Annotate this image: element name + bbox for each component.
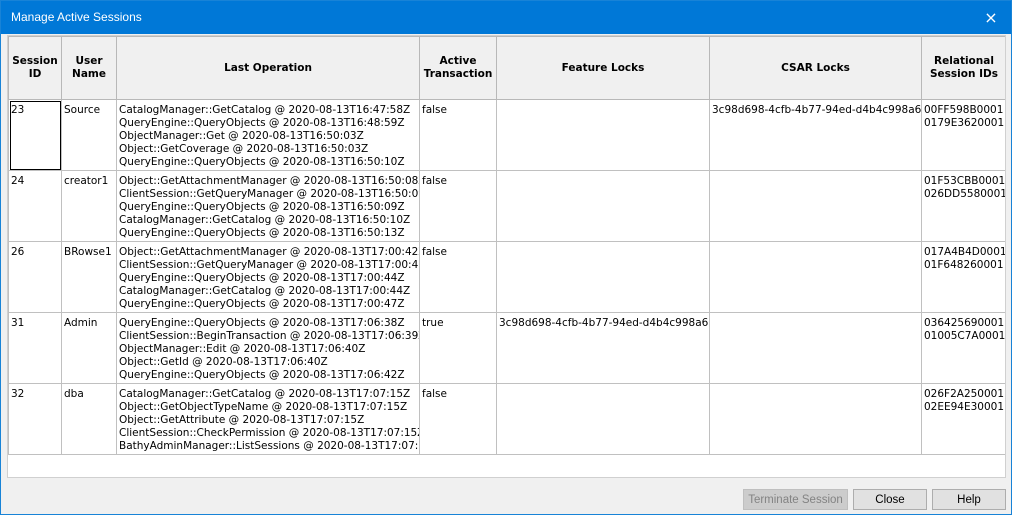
cell-relational-session-ids-line: 01F648260001 — [924, 259, 1004, 271]
header-last-operation[interactable]: Last Operation — [116, 36, 420, 100]
cell-feature-locks[interactable]: 3c98d698-4cfb-4b77-94ed-d4b4c998a628 — [496, 312, 710, 384]
cell-last-operation-line: CatalogManager::GetCatalog @ 2020-08-13T… — [119, 214, 411, 226]
cell-active-transaction[interactable]: false — [419, 99, 497, 171]
help-button[interactable]: Help — [932, 489, 1006, 510]
cell-last-operation-line: Object::GetCoverage @ 2020-08-13T16:50:0… — [119, 143, 369, 155]
cell-relational-session-ids[interactable]: 01F53CBB0001 026DD5580001 — [921, 170, 1006, 242]
cell-last-operation-line: ClientSession::GetQueryManager @ 2020-08… — [119, 259, 420, 271]
cell-csar-locks[interactable]: 3c98d698-4cfb-4b77-94ed-d4b4c998a628 — [709, 99, 922, 171]
cell-last-operation-line: ObjectManager::Edit @ 2020-08-13T17:06:4… — [119, 343, 366, 355]
cell-last-operation-line: Object::GetAttachmentManager @ 2020-08-1… — [119, 175, 420, 187]
close-icon[interactable]: × — [984, 8, 998, 27]
close-button[interactable]: Close — [853, 489, 927, 510]
terminate-session-button[interactable]: Terminate Session — [743, 489, 848, 510]
header-active-transaction[interactable]: Active Transaction — [419, 36, 497, 100]
table-row[interactable]: 26 BRowse1 Object::GetAttachmentManager @ … — [8, 241, 1006, 313]
cell-session-id[interactable]: 31 — [8, 312, 62, 384]
header-user-name[interactable]: User Name — [61, 36, 117, 100]
cell-last-operation[interactable]: Object::GetAttachmentManager @ 2020-08-1… — [116, 241, 420, 313]
cell-last-operation-line: QueryEngine::QueryObjects @ 2020-08-13T1… — [119, 369, 405, 381]
title-bar: Manage Active Sessions × — [1, 1, 1011, 34]
cell-last-operation-line: QueryEngine::QueryObjects @ 2020-08-13T1… — [119, 272, 405, 284]
cell-last-operation-line: QueryEngine::QueryObjects @ 2020-08-13T1… — [119, 117, 405, 129]
cell-last-operation[interactable]: QueryEngine::QueryObjects @ 2020-08-13T1… — [116, 312, 420, 384]
cell-last-operation-line: BathyAdminManager::ListSessions @ 2020-0… — [119, 440, 420, 452]
cell-relational-session-ids-line: 01F53CBB0001 — [924, 175, 1006, 187]
cell-last-operation-line: Object::GetId @ 2020-08-13T17:06:40Z — [119, 356, 328, 368]
cell-relational-session-ids-line: 0179E3620001 — [924, 117, 1005, 129]
cell-feature-locks[interactable] — [496, 383, 710, 455]
cell-user-name[interactable]: BRowse1 — [61, 241, 117, 313]
header-csar-locks[interactable]: CSAR Locks — [709, 36, 922, 100]
header-relational-session-ids[interactable]: Relational Session IDs — [921, 36, 1005, 100]
cell-last-operation-line: CatalogManager::GetCatalog @ 2020-08-13T… — [119, 285, 411, 297]
cell-active-transaction[interactable]: false — [419, 170, 497, 242]
cell-session-id[interactable]: 26 — [8, 241, 62, 313]
table-row[interactable]: 23 Source CatalogManager::GetCatalog @ 202… — [8, 99, 1005, 171]
cell-last-operation-line: ObjectManager::Get @ 2020-08-13T16:50:03… — [119, 130, 364, 142]
cell-csar-locks[interactable] — [709, 241, 922, 313]
cell-relational-session-ids[interactable]: 00FF598B0001 0179E3620001 — [921, 99, 1005, 171]
cell-feature-locks[interactable] — [496, 241, 710, 313]
cell-feature-locks[interactable] — [496, 170, 710, 242]
cell-relational-session-ids[interactable]: 026F2A250001 02EE94E30001 — [921, 383, 1005, 455]
cell-csar-locks[interactable] — [709, 170, 922, 242]
cell-relational-session-ids-line: 02EE94E30001 — [924, 401, 1005, 413]
cell-last-operation-line: ClientSession::CheckPermission @ 2020-08… — [119, 427, 420, 439]
cell-session-id[interactable]: 23 — [8, 99, 62, 171]
cell-user-name[interactable]: dba — [61, 383, 117, 455]
cell-last-operation-line: CatalogManager::GetCatalog @ 2020-08-13T… — [119, 388, 411, 400]
cell-last-operation-line: QueryEngine::QueryObjects @ 2020-08-13T1… — [119, 317, 405, 329]
cell-last-operation-line: Object::GetAttachmentManager @ 2020-08-1… — [119, 246, 420, 258]
table-row[interactable]: 24 creator1 Object::GetAttachmentManager @… — [8, 170, 1006, 242]
cell-feature-locks[interactable] — [496, 99, 710, 171]
cell-last-operation-line: CatalogManager::GetCatalog @ 2020-08-13T… — [119, 104, 411, 116]
cell-relational-session-ids-line: 017A4B4D0001 — [924, 246, 1006, 258]
cell-last-operation-line: Object::GetAttribute @ 2020-08-13T17:07:… — [119, 414, 365, 426]
cell-csar-locks[interactable] — [709, 383, 922, 455]
cell-last-operation-line: QueryEngine::QueryObjects @ 2020-08-13T1… — [119, 156, 405, 168]
cell-last-operation-line: ClientSession::BeginTransaction @ 2020-0… — [119, 330, 420, 342]
cell-relational-session-ids-line: 036425690001 — [924, 317, 1005, 329]
cell-relational-session-ids-line: 026DD5580001 — [924, 188, 1006, 200]
cell-active-transaction[interactable]: true — [419, 312, 497, 384]
cell-session-id[interactable]: 32 — [8, 383, 62, 455]
cell-csar-locks[interactable] — [709, 312, 922, 384]
cell-last-operation-line: Object::GetObjectTypeName @ 2020-08-13T1… — [119, 401, 408, 413]
table-row[interactable]: 31 Admin QueryEngine::QueryObjects @ 2020-… — [8, 312, 1006, 384]
cell-relational-session-ids[interactable]: 017A4B4D0001 01F648260001 — [921, 241, 1006, 313]
cell-active-transaction[interactable]: false — [419, 383, 497, 455]
header-session-id[interactable]: Session ID — [8, 36, 62, 100]
cell-last-operation[interactable]: Object::GetAttachmentManager @ 2020-08-1… — [116, 170, 420, 242]
cell-user-name[interactable]: creator1 — [61, 170, 117, 242]
cell-last-operation[interactable]: CatalogManager::GetCatalog @ 2020-08-13T… — [116, 99, 420, 171]
cell-user-name[interactable]: Admin — [61, 312, 117, 384]
cell-user-name[interactable]: Source — [61, 99, 117, 171]
sessions-table-container: Session ID User Name Last Operation Acti… — [7, 35, 1006, 478]
cell-last-operation-line: ClientSession::GetQueryManager @ 2020-08… — [119, 188, 420, 200]
cell-session-id[interactable]: 24 — [8, 170, 62, 242]
cell-last-operation[interactable]: CatalogManager::GetCatalog @ 2020-08-13T… — [116, 383, 420, 455]
sessions-table: Session ID User Name Last Operation Acti… — [8, 36, 1006, 455]
table-row[interactable]: 32 dba CatalogManager::GetCatalog @ 2020-0… — [8, 383, 1005, 455]
cell-last-operation-line: QueryEngine::QueryObjects @ 2020-08-13T1… — [119, 227, 405, 239]
dialog-title: Manage Active Sessions — [11, 10, 142, 24]
cell-relational-session-ids-line: 01005C7A0001 — [924, 330, 1006, 342]
cell-last-operation-line: QueryEngine::QueryObjects @ 2020-08-13T1… — [119, 201, 405, 213]
cell-relational-session-ids-line: 026F2A250001 — [924, 388, 1005, 400]
header-feature-locks[interactable]: Feature Locks — [496, 36, 710, 100]
cell-last-operation-line: QueryEngine::QueryObjects @ 2020-08-13T1… — [119, 298, 405, 310]
cell-relational-session-ids[interactable]: 036425690001 01005C7A0001 — [921, 312, 1006, 384]
cell-active-transaction[interactable]: false — [419, 241, 497, 313]
cell-relational-session-ids-line: 00FF598B0001 — [924, 104, 1004, 116]
